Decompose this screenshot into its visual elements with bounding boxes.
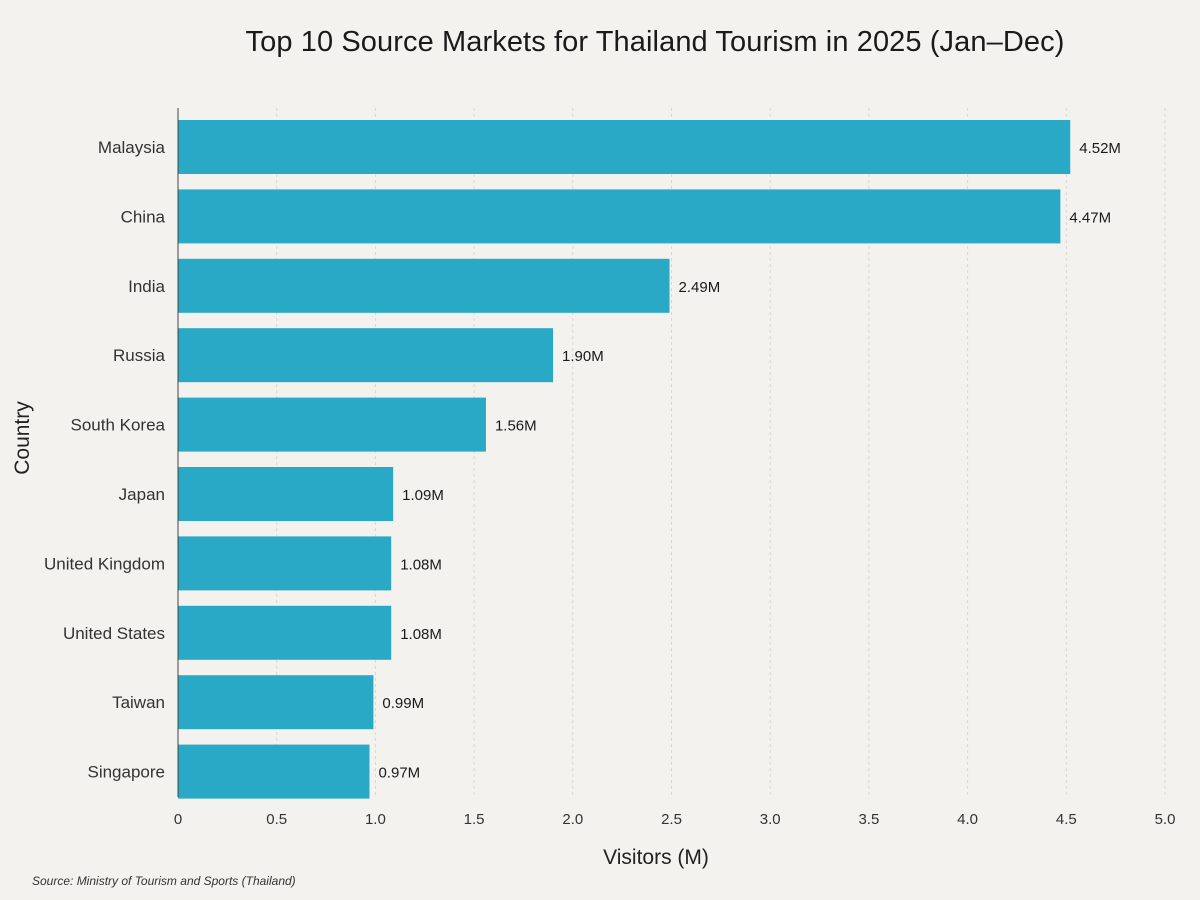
value-label: 1.08M [400, 556, 442, 573]
category-label: Japan [119, 485, 165, 504]
bar [178, 536, 392, 591]
category-label: United Kingdom [44, 554, 165, 573]
chart-title: Top 10 Source Markets for Thailand Touri… [245, 26, 1065, 58]
category-label: China [121, 207, 166, 226]
bar [178, 189, 1061, 244]
x-tick-label: 1.5 [464, 811, 485, 828]
category-label: Taiwan [112, 693, 165, 712]
value-label: 4.52M [1079, 140, 1121, 157]
category-label: Singapore [87, 763, 165, 782]
y-axis: Malaysia China India Russia South Korea Japan… [44, 108, 179, 797]
bar [178, 397, 486, 452]
bar [178, 328, 554, 383]
x-axis-title: Visitors (M) [603, 846, 709, 869]
y-axis-title: Country [11, 401, 34, 475]
category-label: South Korea [70, 416, 165, 435]
bar [178, 120, 1071, 174]
value-label: 2.49M [679, 279, 721, 296]
value-label: 1.08M [400, 626, 442, 643]
category-label: India [128, 277, 165, 296]
x-tick-label: 5.0 [1155, 811, 1176, 828]
category-label: United States [63, 624, 165, 643]
bar [178, 744, 370, 799]
x-tick-label: 2.0 [562, 811, 583, 828]
x-tick-label: 4.0 [957, 811, 978, 828]
value-label: 1.90M [562, 348, 604, 365]
x-tick-label: 2.5 [661, 811, 682, 828]
value-label: 0.97M [378, 765, 420, 782]
x-tick-label: 3.0 [760, 811, 781, 828]
x-tick-label: 0.5 [266, 811, 287, 828]
category-label: Russia [113, 346, 166, 365]
bar [178, 258, 670, 313]
x-tick-label: 1.0 [365, 811, 386, 828]
value-label: 4.47M [1069, 209, 1111, 226]
bar [178, 467, 394, 521]
x-axis: 0 0.5 1.0 1.5 2.0 2.5 3.0 3.5 4.0 4.5 5.0 [174, 811, 1176, 828]
x-tick-label: 0 [174, 811, 182, 828]
value-label: 1.56M [495, 418, 537, 435]
bars-group: 4.52M 4.47M 2.49M 1.90M 1.56M 1.09M 1.08M 1.08M… [178, 120, 1121, 799]
value-label: 1.09M [402, 487, 444, 504]
x-tick-label: 3.5 [858, 811, 879, 828]
source-note: Source: Ministry of Tourism and Sports (… [32, 874, 296, 888]
bar [178, 675, 374, 730]
value-label: 0.99M [382, 695, 424, 712]
category-label: Malaysia [98, 138, 166, 157]
bar [178, 605, 392, 660]
x-tick-label: 4.5 [1056, 811, 1077, 828]
